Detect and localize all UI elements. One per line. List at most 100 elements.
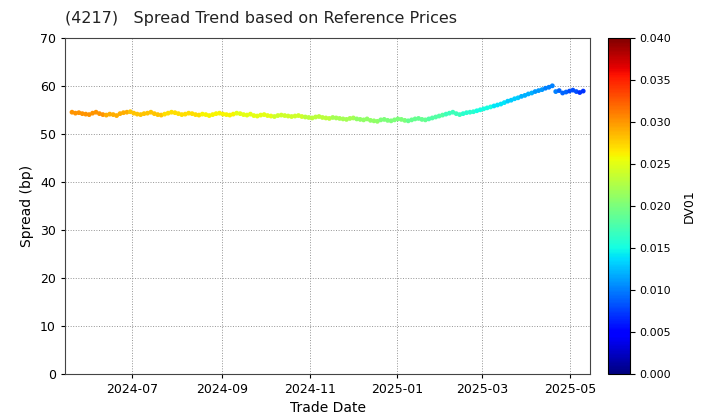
Point (228, 111, 239, 118)
Point (348, 115, 359, 121)
Point (533, 87, 544, 94)
X-axis label: Trade Date: Trade Date (289, 402, 366, 415)
Point (190, 111, 202, 118)
Point (282, 113, 294, 119)
Point (543, 84, 554, 91)
Point (560, 89, 572, 95)
Point (454, 111, 465, 118)
Point (488, 102, 500, 109)
Point (437, 112, 449, 118)
Point (461, 109, 472, 116)
Point (107, 111, 119, 118)
Point (80, 111, 91, 118)
Point (567, 87, 579, 94)
Point (413, 115, 424, 122)
Point (173, 110, 184, 117)
Point (358, 116, 369, 123)
Point (365, 117, 377, 124)
Point (200, 111, 212, 118)
Point (87, 110, 99, 116)
Point (142, 110, 153, 116)
Point (176, 111, 187, 118)
Point (245, 111, 256, 118)
Point (468, 108, 480, 115)
Point (90, 109, 102, 116)
Point (276, 112, 287, 118)
Point (523, 91, 534, 97)
Point (262, 112, 274, 119)
Point (220, 111, 232, 118)
Point (135, 111, 146, 118)
Point (344, 115, 356, 122)
Point (564, 88, 575, 94)
Point (433, 113, 445, 119)
Point (251, 113, 263, 119)
Point (426, 115, 438, 121)
Point (546, 82, 558, 89)
Point (148, 110, 160, 117)
Point (402, 118, 414, 124)
Point (471, 108, 482, 114)
Point (197, 111, 208, 118)
Point (444, 110, 455, 116)
Point (379, 116, 390, 123)
Point (162, 110, 174, 116)
Point (451, 110, 462, 117)
Point (317, 114, 328, 121)
Point (389, 116, 400, 123)
Point (121, 109, 132, 116)
Point (457, 110, 469, 117)
Point (423, 116, 435, 122)
Point (498, 99, 510, 106)
Point (70, 110, 81, 116)
Point (330, 115, 342, 121)
Point (169, 109, 181, 116)
Point (385, 118, 397, 124)
Point (536, 86, 548, 93)
Point (117, 109, 129, 116)
Point (231, 110, 243, 116)
Point (529, 88, 541, 95)
Text: (4217)   Spread Trend based on Reference Prices: (4217) Spread Trend based on Reference P… (65, 10, 456, 26)
Point (502, 98, 513, 105)
Point (310, 114, 321, 121)
Point (152, 111, 163, 118)
Point (474, 106, 486, 113)
Point (258, 111, 270, 118)
Point (341, 116, 352, 123)
Point (482, 105, 493, 111)
Point (447, 109, 459, 116)
Point (292, 112, 304, 119)
Point (234, 110, 246, 117)
Point (114, 110, 126, 117)
Point (300, 114, 311, 121)
Point (183, 110, 194, 116)
Point (351, 116, 363, 122)
Point (214, 110, 225, 116)
Point (323, 115, 335, 122)
Point (269, 113, 280, 120)
Point (337, 116, 348, 122)
Point (104, 111, 115, 118)
Point (399, 117, 410, 124)
Point (76, 110, 88, 117)
Point (224, 112, 235, 118)
Point (492, 102, 503, 108)
Point (505, 97, 517, 104)
Point (248, 112, 260, 119)
Point (320, 115, 332, 121)
Point (368, 118, 379, 124)
Point (84, 111, 95, 118)
Point (307, 115, 318, 121)
Point (207, 111, 218, 118)
Point (570, 88, 582, 95)
Point (361, 116, 373, 122)
Point (159, 111, 171, 118)
Point (94, 110, 105, 117)
Point (97, 111, 109, 118)
Point (265, 113, 276, 119)
Point (512, 94, 523, 101)
Point (382, 117, 393, 124)
Point (577, 88, 589, 94)
Point (128, 110, 140, 116)
